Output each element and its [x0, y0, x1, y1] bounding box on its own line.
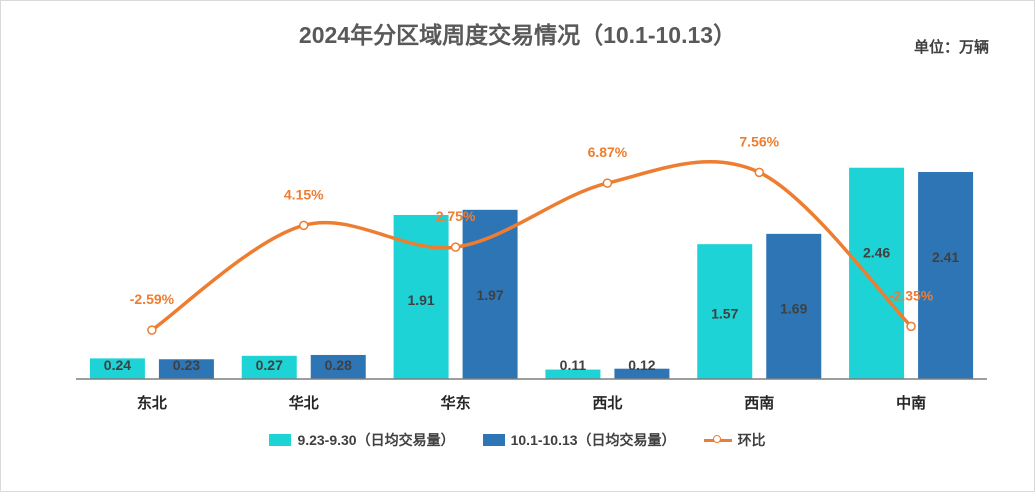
- bar-series2-1: [310, 354, 366, 379]
- legend-swatch-series2: [482, 434, 505, 446]
- bar-series1-5: [849, 167, 905, 379]
- legend-label-series2: 10.1-10.13（日均交易量）: [510, 432, 676, 448]
- bar-series2-0: [158, 359, 214, 379]
- bar-label-series2-5: 2.41: [932, 249, 959, 265]
- legend-label-series1: 9.23-9.30（日均交易量）: [297, 432, 455, 448]
- bar-label-series2-4: 1.69: [780, 301, 807, 317]
- line-label-1: 4.15%: [284, 186, 324, 202]
- x-tick-label-3: 西北: [592, 395, 622, 412]
- line-point-1: [299, 220, 309, 231]
- bar-label-series2-3: 0.12: [628, 357, 655, 373]
- chart-title: 2024年分区域周度交易情况（10.1-10.13）: [298, 22, 737, 48]
- bar-label-series1-0: 0.24: [104, 357, 131, 373]
- bar-label-series1-1: 0.27: [256, 357, 283, 373]
- bar-label-series2-0: 0.23: [173, 357, 200, 373]
- x-tick-label-4: 西南: [744, 394, 774, 412]
- bar-series1-3: [545, 369, 601, 379]
- line-point-2: [450, 242, 461, 252]
- bar-series1-1: [241, 355, 297, 379]
- legend-label-line: 环比: [737, 432, 766, 448]
- line-point-3: [602, 178, 613, 188]
- bar-series2-4: [766, 233, 822, 379]
- x-tick-label-0: 东北: [137, 394, 167, 412]
- bar-label-series1-4: 1.57: [711, 305, 738, 321]
- line-point-0: [147, 325, 157, 335]
- x-tick-label-2: 华东: [441, 394, 471, 412]
- line-series-huanbi: [150, 160, 913, 332]
- chart-legend: 9.23-9.30（日均交易量） 10.1-10.13（日均交易量） 环比: [0, 430, 1035, 450]
- bar-label-series2-2: 1.97: [476, 287, 503, 303]
- legend-swatch-series1: [269, 434, 292, 446]
- x-tick-label-5: 中南: [896, 394, 926, 412]
- bar-label-series1-5: 2.46: [863, 245, 890, 261]
- bar-label-series1-2: 1.91: [407, 292, 434, 308]
- bar-series2-3: [614, 368, 670, 379]
- bar-series1-0: [89, 358, 145, 379]
- line-label-0: -2.59%: [130, 291, 175, 307]
- x-tick-label-1: 华北: [289, 394, 319, 412]
- bar-series2-5: [918, 172, 974, 379]
- line-label-4: 7.56%: [739, 133, 779, 149]
- line-label-2: 2.75%: [436, 208, 476, 224]
- line-label-5: -2.35%: [889, 287, 934, 303]
- unit-label: 单位：万辆: [913, 39, 989, 56]
- legend-item-line[interactable]: 环比: [703, 430, 766, 450]
- line-point-4: [754, 167, 764, 178]
- bar-label-series1-3: 0.11: [560, 357, 587, 373]
- bar-label-series2-1: 0.28: [325, 357, 352, 373]
- line-point-5: [906, 321, 916, 332]
- bar-series1-4: [697, 244, 753, 379]
- line-label-3: 6.87%: [588, 144, 628, 160]
- legend-item-series2[interactable]: 10.1-10.13（日均交易量）: [482, 430, 676, 450]
- legend-item-series1[interactable]: 9.23-9.30（日均交易量）: [269, 430, 455, 450]
- legend-swatch-line: [703, 434, 732, 446]
